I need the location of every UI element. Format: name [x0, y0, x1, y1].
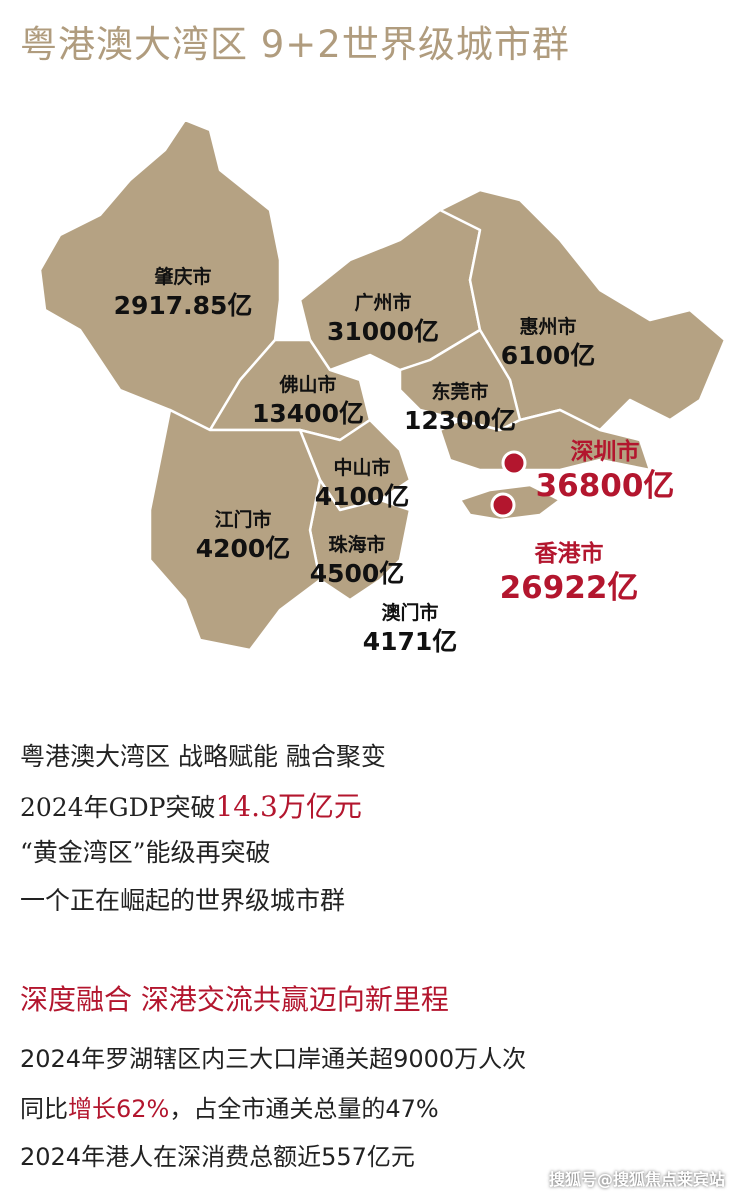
city-name: 深圳市 [570, 439, 640, 465]
city-gdp: 4500亿 [309, 559, 405, 588]
section-line: 2024年港人在深消费总额近557亿元 [20, 1143, 415, 1171]
watermark: 搜狐号@搜狐焦点莱宾站 [548, 1170, 725, 1189]
section-line: 同比增长62%，占全市通关总量的47% [20, 1089, 439, 1124]
region-zhaoqing [38, 118, 282, 432]
city-gdp: 6100亿 [500, 341, 596, 370]
intro-line: 粤港澳大湾区 战略赋能 融合聚变 [20, 742, 386, 771]
city-name: 澳门市 [381, 602, 439, 624]
city-gdp: 4171亿 [362, 627, 458, 656]
city-gdp: 26922亿 [499, 570, 639, 606]
city-name: 广州市 [354, 292, 412, 314]
city-name: 江门市 [214, 509, 272, 531]
intro-line: “黄金湾区”能级再突破 [20, 838, 271, 867]
city-gdp: 13400亿 [252, 399, 364, 428]
city-name: 东莞市 [431, 381, 489, 403]
city-gdp: 36800亿 [535, 468, 675, 504]
map [38, 118, 727, 652]
city-name: 肇庆市 [154, 266, 212, 288]
section-line: 2024年罗湖辖区内三大口岸通关超9000万人次 [20, 1045, 527, 1073]
city-gdp: 12300亿 [404, 406, 516, 435]
city-name: 中山市 [333, 457, 391, 479]
highlight: 增长62% [68, 1095, 170, 1123]
city-name: 珠海市 [328, 534, 386, 556]
highlight: 14.3万亿元 [215, 790, 362, 823]
city-gdp: 4100亿 [314, 482, 410, 511]
city-name: 惠州市 [519, 316, 577, 338]
city-gdp: 4200亿 [195, 534, 291, 563]
text: 同比 [20, 1095, 68, 1123]
text: 2024年GDP突破 [20, 793, 216, 822]
region-jiangmen [148, 408, 322, 652]
intro-line: 一个正在崛起的世界级城市群 [20, 886, 346, 915]
city-name: 佛山市 [279, 374, 337, 396]
city-name: 香港市 [534, 541, 604, 567]
city-gdp: 31000亿 [327, 317, 439, 346]
marker [501, 450, 527, 476]
text: ，占全市通关总量的47% [169, 1095, 439, 1123]
region-shenzhen [438, 408, 652, 472]
intro-line: 2024年GDP突破14.3万亿元 [20, 785, 362, 825]
city-gdp: 2917.85亿 [113, 291, 253, 320]
marker [490, 492, 516, 518]
section-title: 深度融合 深港交流共赢迈向新里程 [20, 983, 449, 1016]
title: 粤港澳大湾区 9+2世界级城市群 [20, 23, 570, 66]
